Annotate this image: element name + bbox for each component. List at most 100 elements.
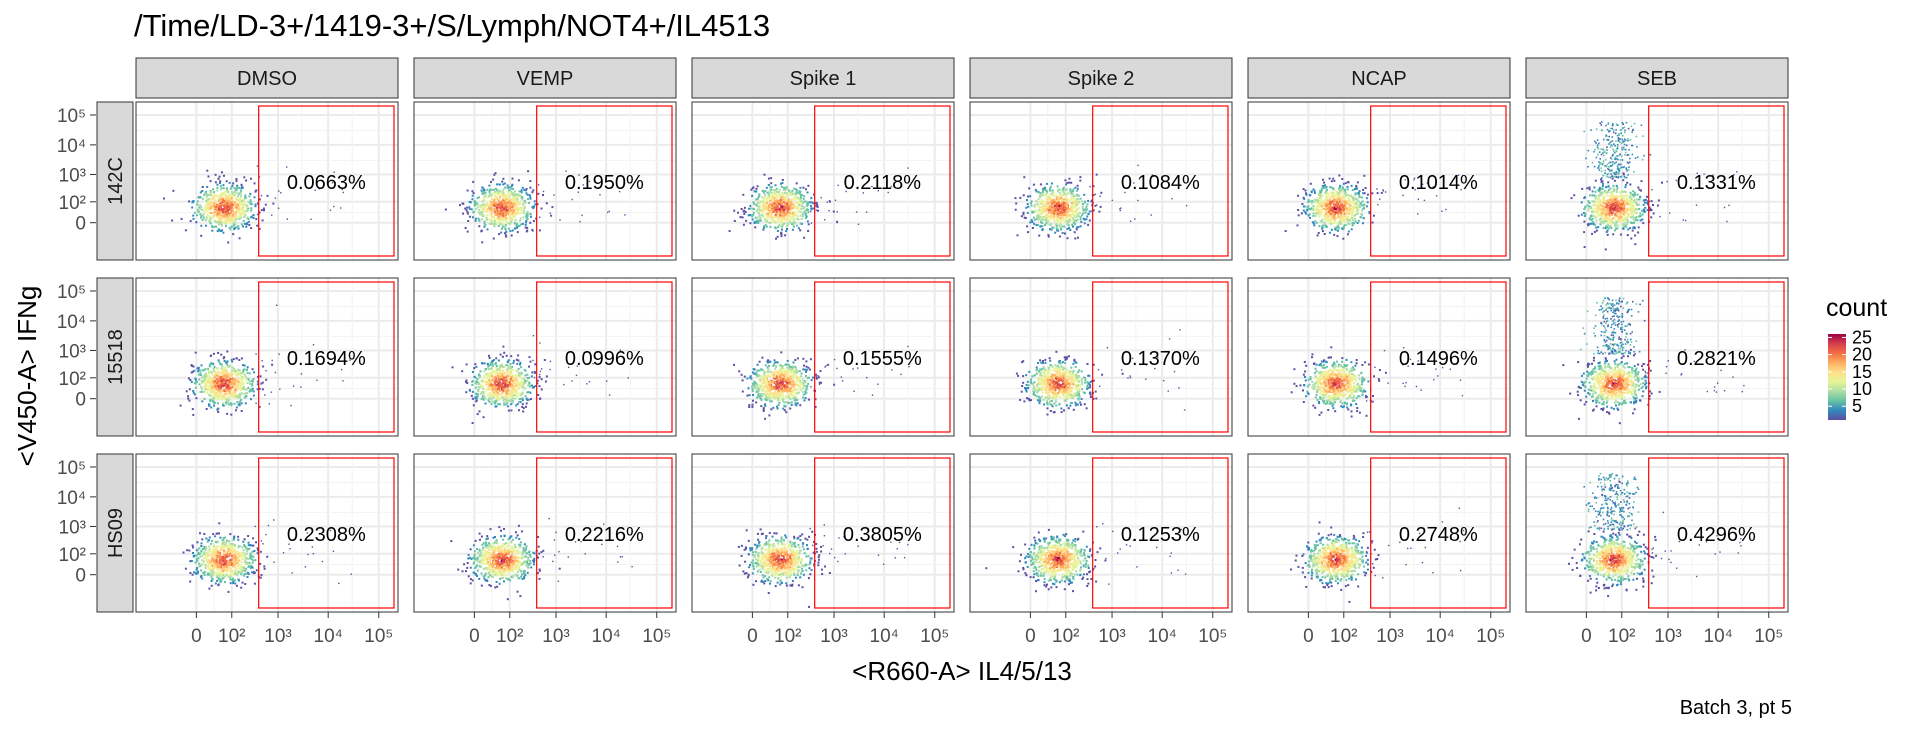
event-point xyxy=(1342,182,1345,185)
event-point xyxy=(511,204,514,207)
event-point xyxy=(1058,218,1061,221)
event-point xyxy=(235,216,238,218)
event-point xyxy=(472,216,474,219)
event-point xyxy=(1050,198,1052,201)
event-point xyxy=(1595,212,1598,215)
event-point xyxy=(1617,168,1619,170)
event-point xyxy=(200,208,203,211)
event-point xyxy=(1623,207,1626,210)
event-point xyxy=(1061,198,1064,201)
event-point xyxy=(1319,202,1322,205)
event-point xyxy=(1068,210,1071,213)
event-point xyxy=(1077,194,1080,197)
event-point xyxy=(1609,216,1611,219)
event-point xyxy=(1335,218,1337,220)
event-point xyxy=(504,228,507,231)
event-point xyxy=(751,215,753,218)
event-point xyxy=(1347,215,1350,218)
event-point xyxy=(767,206,770,209)
event-point xyxy=(1322,214,1325,217)
event-point xyxy=(771,208,774,211)
event-point xyxy=(1346,233,1349,236)
event-point xyxy=(514,197,517,200)
event-point xyxy=(331,182,334,184)
event-point xyxy=(1335,199,1338,202)
event-point xyxy=(762,202,765,205)
event-point xyxy=(466,230,469,233)
event-point xyxy=(749,204,752,207)
event-point xyxy=(1317,232,1320,234)
event-point xyxy=(206,213,209,216)
event-point xyxy=(1617,158,1619,161)
event-point xyxy=(1629,183,1632,186)
event-point xyxy=(478,219,481,222)
event-point xyxy=(1033,222,1036,225)
event-point xyxy=(471,190,474,193)
event-point xyxy=(197,210,200,213)
event-point xyxy=(1330,218,1333,221)
event-point xyxy=(1648,209,1651,212)
event-point xyxy=(250,216,253,219)
event-point xyxy=(256,224,259,227)
event-point xyxy=(1621,122,1624,124)
event-point xyxy=(1329,213,1332,216)
event-point xyxy=(832,210,835,213)
event-point xyxy=(1305,193,1308,196)
gate-percentage-label: 0.1084% xyxy=(1121,172,1200,194)
event-point xyxy=(890,185,893,188)
event-point xyxy=(216,204,219,207)
event-point xyxy=(476,206,479,209)
event-point xyxy=(762,197,765,200)
event-point xyxy=(240,357,243,360)
event-point xyxy=(1611,177,1614,180)
event-point xyxy=(466,211,469,213)
event-point xyxy=(478,196,480,199)
event-point xyxy=(1657,199,1660,202)
event-point xyxy=(1344,219,1347,221)
event-point xyxy=(480,230,483,233)
event-point xyxy=(1056,201,1059,204)
event-point xyxy=(217,221,220,224)
event-point xyxy=(230,221,233,224)
event-point xyxy=(1346,201,1349,204)
event-point xyxy=(1072,190,1074,193)
event-point xyxy=(1357,191,1360,194)
event-point xyxy=(1067,221,1070,224)
event-point xyxy=(1060,226,1063,228)
event-point xyxy=(1030,210,1033,213)
event-point xyxy=(772,211,775,213)
event-point xyxy=(559,219,561,221)
event-point xyxy=(794,205,797,208)
event-point xyxy=(470,208,473,211)
event-point xyxy=(247,207,250,210)
event-point xyxy=(837,184,839,187)
event-point xyxy=(1057,224,1060,227)
event-point xyxy=(775,208,778,211)
event-point xyxy=(1621,203,1624,206)
event-point xyxy=(753,222,756,224)
event-point xyxy=(212,215,215,218)
event-point xyxy=(783,189,786,192)
event-point xyxy=(1348,223,1351,225)
event-point xyxy=(188,200,191,203)
event-point xyxy=(1617,210,1620,213)
event-point xyxy=(1623,221,1626,224)
event-point xyxy=(1601,185,1604,188)
event-point xyxy=(516,203,519,206)
event-point xyxy=(798,210,801,213)
event-point xyxy=(1056,199,1059,202)
event-point xyxy=(218,206,221,209)
event-point xyxy=(502,215,505,218)
event-point xyxy=(532,220,535,222)
event-point xyxy=(1049,195,1051,198)
event-point xyxy=(1652,212,1655,215)
event-point xyxy=(743,212,746,215)
event-point xyxy=(791,189,794,192)
event-point xyxy=(508,194,510,197)
event-point xyxy=(1062,219,1065,222)
event-point xyxy=(1611,196,1614,199)
event-point xyxy=(1347,208,1350,211)
event-point xyxy=(1630,125,1633,128)
event-point xyxy=(1597,226,1600,229)
event-point xyxy=(217,199,220,202)
